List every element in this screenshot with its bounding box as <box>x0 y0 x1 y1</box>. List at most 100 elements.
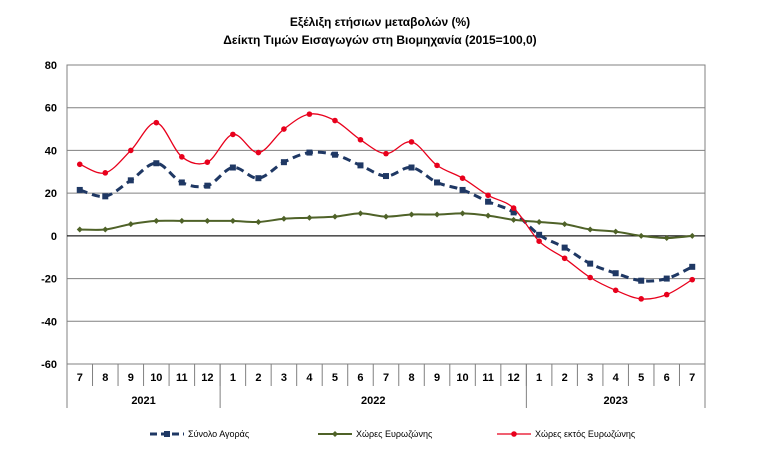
data-point-eurozone <box>127 221 134 228</box>
series-non-eurozone <box>76 111 696 302</box>
data-point-eurozone <box>383 213 389 220</box>
x-tick-label: 8 <box>408 372 414 384</box>
data-point-total-market <box>102 193 109 200</box>
data-point-non-eurozone <box>357 136 364 143</box>
year-label: 2021 <box>131 395 155 407</box>
data-point-non-eurozone <box>612 287 619 294</box>
data-point-eurozone <box>663 234 670 241</box>
legend-marker-eurozone <box>332 431 338 437</box>
data-point-eurozone <box>229 217 236 224</box>
legend-item-total-market: Σύνολο Αγοράς <box>150 429 250 439</box>
year-label: 2022 <box>361 395 385 407</box>
x-tick-label: 5 <box>638 372 644 384</box>
data-point-non-eurozone <box>408 139 415 145</box>
data-point-non-eurozone <box>179 154 185 160</box>
x-tick-label: 8 <box>102 372 108 384</box>
x-tick-label: 5 <box>332 372 338 384</box>
data-point-non-eurozone <box>510 205 517 211</box>
data-point-non-eurozone <box>306 111 313 117</box>
data-point-eurozone <box>408 211 415 218</box>
x-tick-label: 4 <box>613 372 620 384</box>
x-tick-label: 10 <box>150 372 162 384</box>
data-point-eurozone <box>178 217 185 224</box>
data-point-eurozone <box>689 232 696 239</box>
legend-label-eurozone: Χώρες Ευρωζώνης <box>356 429 433 439</box>
plot-area-border <box>66 64 706 365</box>
data-point-non-eurozone <box>561 255 568 262</box>
x-tick-label: 3 <box>281 372 287 384</box>
x-tick-label: 1 <box>230 372 236 384</box>
data-point-total-market <box>485 198 492 205</box>
data-point-eurozone <box>510 216 517 223</box>
data-point-eurozone <box>587 226 594 233</box>
data-point-total-market <box>127 177 134 184</box>
data-point-eurozone <box>459 210 466 217</box>
data-point-non-eurozone <box>332 117 338 124</box>
data-point-total-market <box>663 275 670 282</box>
legend-item-eurozone: Χώρες Ευρωζώνης <box>318 429 433 439</box>
data-point-total-market <box>357 162 364 169</box>
y-tick-label: -40 <box>41 316 57 328</box>
x-tick-label: 9 <box>128 372 134 384</box>
data-point-eurozone <box>76 226 83 233</box>
data-point-non-eurozone <box>587 274 593 281</box>
data-point-total-market <box>612 270 619 277</box>
data-point-non-eurozone <box>689 276 696 283</box>
data-point-eurozone <box>485 212 492 219</box>
data-point-non-eurozone <box>204 159 211 165</box>
series-line-non-eurozone <box>79 113 693 300</box>
data-point-total-market <box>408 164 415 171</box>
data-point-non-eurozone <box>76 161 83 168</box>
data-point-eurozone <box>434 211 441 218</box>
data-point-non-eurozone <box>459 175 466 181</box>
data-point-non-eurozone <box>153 119 160 126</box>
x-tick-label: 12 <box>201 372 213 384</box>
data-point-eurozone <box>280 215 287 222</box>
x-tick-label: 6 <box>664 372 670 384</box>
data-point-non-eurozone <box>102 170 109 176</box>
data-point-total-market <box>434 179 441 186</box>
y-tick-label: 60 <box>45 103 57 115</box>
data-point-non-eurozone <box>255 149 262 156</box>
data-point-total-market <box>587 260 594 267</box>
data-point-total-market <box>536 231 543 238</box>
data-point-total-market <box>331 151 338 158</box>
y-tick-label: 0 <box>51 231 57 243</box>
data-point-total-market <box>229 164 236 171</box>
series-layer <box>76 111 696 302</box>
chart-subtitle: Δείκτη Τιμών Εισαγωγών στη Βιομηχανία (2… <box>223 33 536 47</box>
data-point-eurozone <box>153 217 160 224</box>
data-point-total-market <box>510 209 517 216</box>
y-tick-label: -60 <box>41 359 57 371</box>
data-point-total-market <box>459 186 466 193</box>
x-tick-label: 6 <box>357 372 363 384</box>
x-tick-label: 7 <box>689 372 695 384</box>
data-point-total-market <box>561 244 568 251</box>
data-point-eurozone <box>638 232 645 239</box>
data-point-total-market <box>689 263 696 270</box>
data-point-total-market <box>638 277 645 284</box>
x-tick-label: 7 <box>77 372 83 384</box>
data-point-eurozone <box>536 218 543 225</box>
x-tick-label: 12 <box>507 372 519 384</box>
legend-item-non-eurozone: Χώρες εκτός Ευρωζώνης <box>497 429 636 439</box>
x-tick-label: 10 <box>456 372 468 384</box>
y-tick-label: 40 <box>45 145 57 157</box>
series-total-market <box>76 149 696 284</box>
data-point-eurozone <box>331 213 338 220</box>
data-point-non-eurozone <box>663 291 670 298</box>
data-point-total-market <box>383 173 389 180</box>
data-point-eurozone <box>357 210 364 217</box>
data-point-total-market <box>153 160 160 167</box>
x-tick-label: 4 <box>306 372 313 384</box>
data-point-eurozone <box>255 218 262 225</box>
x-tick-label: 11 <box>176 372 188 384</box>
data-point-non-eurozone <box>536 238 542 244</box>
data-point-eurozone <box>561 221 568 228</box>
data-point-eurozone <box>102 226 109 233</box>
y-tick-label: 80 <box>45 60 57 72</box>
series-eurozone <box>76 210 696 241</box>
x-tick-label: 3 <box>587 372 593 384</box>
